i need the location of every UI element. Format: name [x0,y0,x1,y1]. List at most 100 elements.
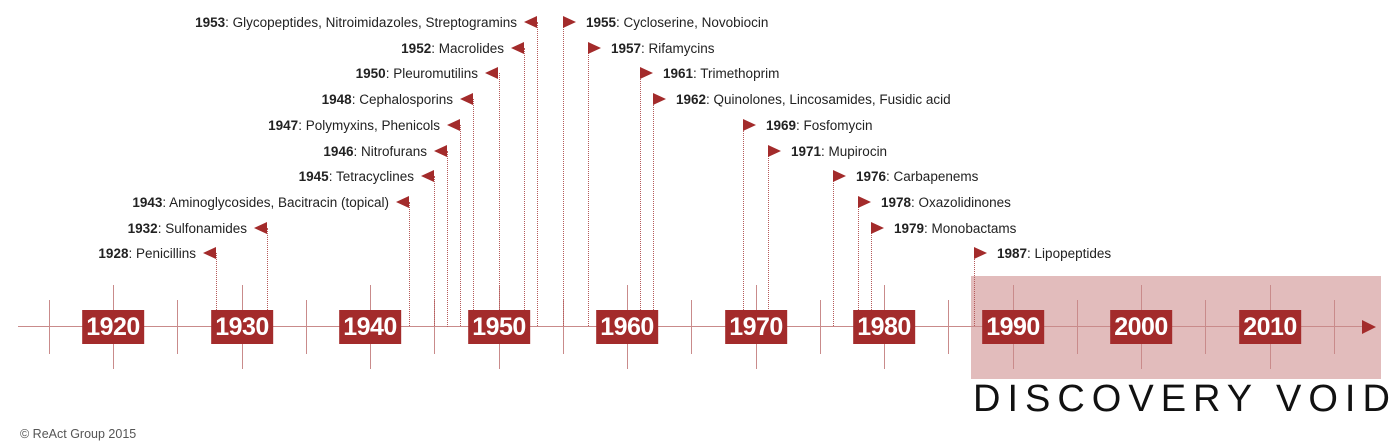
minor-tick [820,300,821,354]
minor-tick [948,300,949,354]
discovery-event: 1943: Aminoglycosides, Bacitracin (topic… [132,192,409,212]
event-text: 1957: Rifamycins [611,41,715,56]
event-year: 1987 [997,245,1028,261]
decade-label: 2000 [1110,310,1172,344]
event-year: 1946 [323,143,354,159]
minor-tick [563,300,564,354]
event-classes: : Aminoglycosides, Bacitracin (topical) [162,194,389,210]
event-year: 1945 [298,168,329,184]
event-drop-line [216,253,217,326]
event-drop-line [653,99,654,326]
event-year: 1950 [355,65,386,81]
event-classes: : Oxazolidinones [911,194,1011,210]
triangle-right-icon [871,222,884,234]
event-text: 1953: Glycopeptides, Nitroimidazoles, St… [195,15,517,30]
decade-label: 1990 [982,310,1044,344]
discovery-event: 1928: Penicillins [98,243,216,263]
event-classes: : Cycloserine, Novobiocin [616,14,769,30]
event-year: 1957 [611,40,642,56]
triangle-left-icon [434,145,447,157]
minor-tick [691,300,692,354]
event-text: 1932: Sulfonamides [128,221,247,236]
event-year: 1955 [586,14,617,30]
triangle-left-icon [460,93,473,105]
event-classes: : Cephalosporins [351,91,453,107]
event-year: 1947 [268,117,299,133]
event-drop-line [833,176,834,326]
discovery-event: 1976: Carbapenems [833,166,978,186]
event-drop-line [871,228,872,326]
event-drop-line [640,73,641,326]
timeline-arrow-icon [1362,320,1376,334]
triangle-right-icon [743,119,756,131]
triangle-left-icon [421,170,434,182]
event-year: 1943 [132,194,163,210]
discovery-event: 1947: Polymyxins, Phenicols [268,115,460,135]
discovery-event: 1969: Fosfomycin [743,115,873,135]
event-text: 1945: Tetracyclines [299,169,414,184]
event-year: 1928 [98,245,129,261]
event-classes: : Pleuromutilins [385,65,478,81]
minor-tick [1205,300,1206,354]
triangle-left-icon [203,247,216,259]
event-classes: : Carbapenems [886,168,979,184]
event-text: 1962: Quinolones, Lincosamides, Fusidic … [676,92,951,107]
event-year: 1948 [321,91,352,107]
event-text: 1969: Fosfomycin [766,118,873,133]
event-classes: : Quinolones, Lincosamides, Fusidic acid [706,91,951,107]
triangle-right-icon [640,67,653,79]
event-year: 1969 [766,117,797,133]
decade-label: 1920 [82,310,144,344]
event-text: 1978: Oxazolidinones [881,195,1011,210]
decade-label: 1960 [596,310,658,344]
event-text: 1979: Monobactams [894,221,1016,236]
event-drop-line [537,22,538,326]
event-classes: : Nitrofurans [353,143,427,159]
event-classes: : Macrolides [431,40,504,56]
triangle-right-icon [974,247,987,259]
discovery-event: 1962: Quinolones, Lincosamides, Fusidic … [653,89,951,109]
discovery-event: 1978: Oxazolidinones [858,192,1011,212]
event-year: 1953 [195,14,226,30]
triangle-left-icon [485,67,498,79]
decade-label: 1940 [339,310,401,344]
event-drop-line [524,48,525,326]
event-drop-line [473,99,474,326]
event-drop-line [460,125,461,326]
timeline-axis [18,326,1368,327]
discovery-event: 1955: Cycloserine, Novobiocin [563,12,768,32]
event-classes: : Rifamycins [641,40,715,56]
event-text: 1976: Carbapenems [856,169,978,184]
event-text: 1943: Aminoglycosides, Bacitracin (topic… [132,195,389,210]
event-classes: : Glycopeptides, Nitroimidazoles, Strept… [225,14,517,30]
triangle-left-icon [254,222,267,234]
event-text: 1950: Pleuromutilins [356,66,478,81]
event-text: 1947: Polymyxins, Phenicols [268,118,440,133]
event-drop-line [743,125,744,326]
event-drop-line [563,22,564,326]
event-classes: : Monobactams [924,220,1017,236]
event-drop-line [499,73,500,326]
minor-tick [1334,300,1335,354]
discovery-event: 1946: Nitrofurans [323,141,447,161]
discovery-event: 1950: Pleuromutilins [356,63,498,83]
decade-label: 1930 [211,310,273,344]
event-classes: : Mupirocin [821,143,888,159]
event-year: 1952 [401,40,432,56]
discovery-event: 1979: Monobactams [871,218,1016,238]
event-classes: : Fosfomycin [796,117,873,133]
minor-tick [434,300,435,354]
event-text: 1955: Cycloserine, Novobiocin [586,15,768,30]
triangle-right-icon [653,93,666,105]
event-text: 1946: Nitrofurans [323,144,427,159]
event-text: 1928: Penicillins [98,246,196,261]
triangle-left-icon [447,119,460,131]
event-year: 1971 [791,143,822,159]
event-year: 1979 [894,220,925,236]
event-drop-line [267,228,268,326]
decade-label: 2010 [1239,310,1301,344]
event-text: 1961: Trimethoprim [663,66,779,81]
discovery-event: 1945: Tetracyclines [299,166,434,186]
minor-tick [49,300,50,354]
